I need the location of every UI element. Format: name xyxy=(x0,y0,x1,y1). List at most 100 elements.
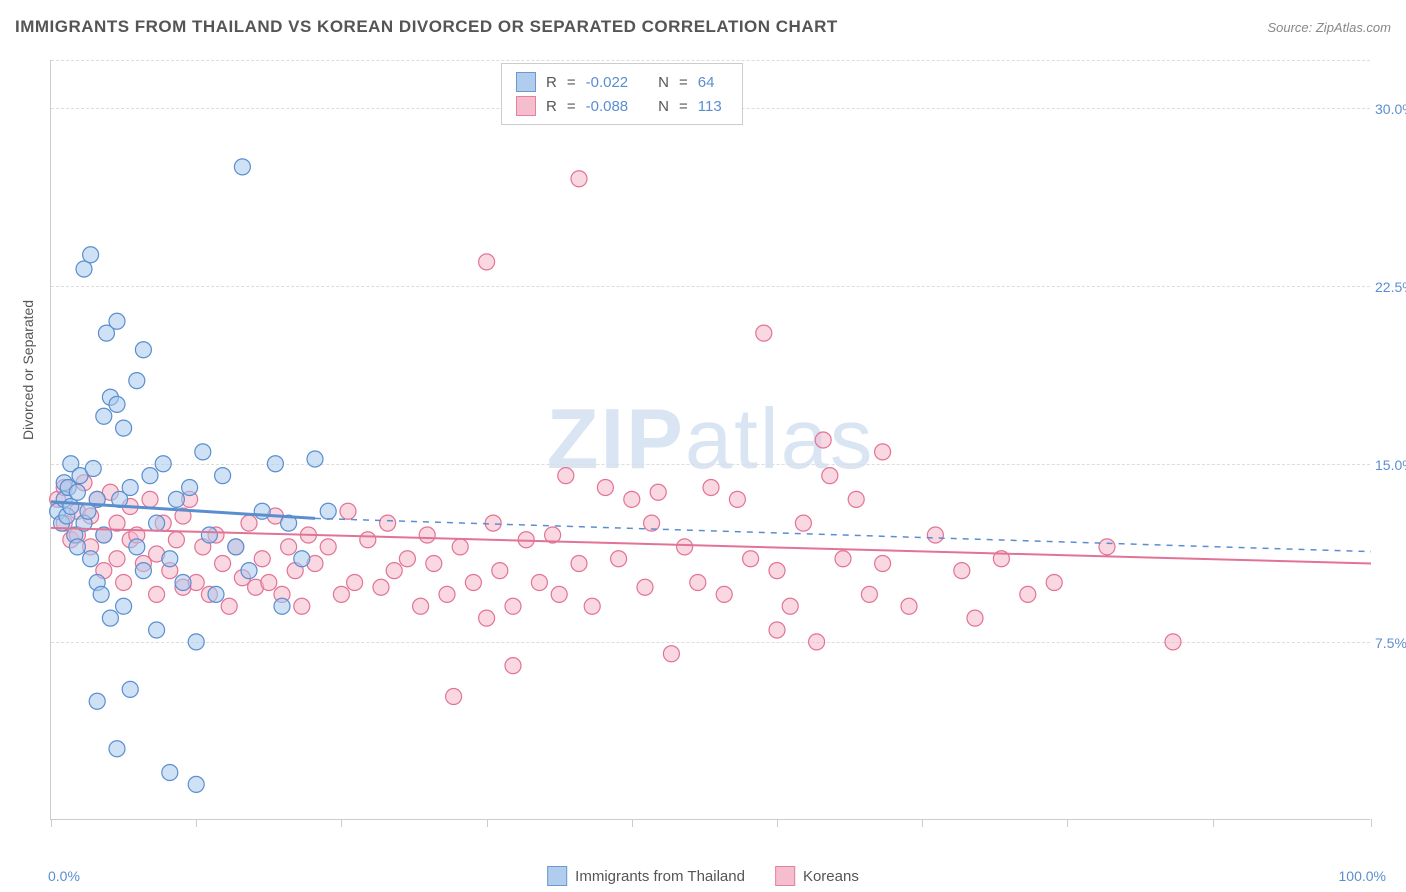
data-point xyxy=(281,539,297,555)
data-point xyxy=(175,575,191,591)
data-point xyxy=(452,539,468,555)
data-point xyxy=(274,598,290,614)
data-point xyxy=(340,503,356,519)
data-point xyxy=(743,551,759,567)
data-point xyxy=(129,539,145,555)
legend-n-label: N xyxy=(658,74,669,91)
data-point xyxy=(83,551,99,567)
data-point xyxy=(465,575,481,591)
legend-n-val-th: 64 xyxy=(698,74,728,91)
data-point xyxy=(149,515,165,531)
data-point xyxy=(558,468,574,484)
data-point xyxy=(677,539,693,555)
data-point xyxy=(505,598,521,614)
y-tick-label: 15.0% xyxy=(1375,457,1406,473)
data-point xyxy=(756,325,772,341)
x-axis-min-label: 0.0% xyxy=(48,868,80,884)
bottom-legend: Immigrants from Thailand Koreans xyxy=(547,866,859,886)
data-point xyxy=(69,539,85,555)
chart-title: IMMIGRANTS FROM THAILAND VS KOREAN DIVOR… xyxy=(15,17,838,37)
y-tick-label: 30.0% xyxy=(1375,101,1406,117)
data-point xyxy=(333,586,349,602)
data-point xyxy=(1165,634,1181,650)
data-point xyxy=(531,575,547,591)
data-point xyxy=(690,575,706,591)
data-point xyxy=(215,468,231,484)
data-point xyxy=(102,610,118,626)
data-point xyxy=(182,480,198,496)
data-point xyxy=(769,622,785,638)
data-point xyxy=(149,622,165,638)
data-point xyxy=(162,765,178,781)
data-point xyxy=(63,499,79,515)
data-point xyxy=(85,461,101,477)
y-tick-label: 7.5% xyxy=(1375,635,1406,651)
bottom-legend-thailand: Immigrants from Thailand xyxy=(547,866,745,886)
data-point xyxy=(439,586,455,602)
data-point xyxy=(663,646,679,662)
legend-r-label: R xyxy=(546,74,557,91)
data-point xyxy=(551,586,567,602)
data-point xyxy=(446,689,462,705)
data-point xyxy=(624,491,640,507)
data-point xyxy=(142,491,158,507)
data-point xyxy=(901,598,917,614)
data-point xyxy=(201,527,217,543)
data-point xyxy=(479,254,495,270)
swatch-thailand xyxy=(516,72,536,92)
source-value: ZipAtlas.com xyxy=(1316,20,1391,35)
legend-n-val-ko: 113 xyxy=(698,98,728,115)
data-point xyxy=(234,159,250,175)
data-point xyxy=(584,598,600,614)
data-point xyxy=(386,563,402,579)
bottom-legend-ko-label: Koreans xyxy=(803,868,859,885)
data-point xyxy=(109,396,125,412)
legend-row-thailand: R = -0.022 N = 64 xyxy=(516,70,728,94)
data-point xyxy=(109,551,125,567)
data-point xyxy=(479,610,495,626)
data-point xyxy=(142,468,158,484)
swatch-koreans xyxy=(516,96,536,116)
data-point xyxy=(228,539,244,555)
data-point xyxy=(875,444,891,460)
data-point xyxy=(571,556,587,572)
data-point xyxy=(954,563,970,579)
legend-eq4: = xyxy=(679,98,688,115)
title-bar: IMMIGRANTS FROM THAILAND VS KOREAN DIVOR… xyxy=(15,12,1391,42)
data-point xyxy=(135,563,151,579)
source-text: Source: ZipAtlas.com xyxy=(1267,20,1391,35)
data-point xyxy=(1099,539,1115,555)
bottom-legend-koreans: Koreans xyxy=(775,866,859,886)
data-point xyxy=(611,551,627,567)
legend-eq2: = xyxy=(679,74,688,91)
legend-r-val-th: -0.022 xyxy=(586,74,629,91)
source-label: Source: xyxy=(1267,20,1315,35)
data-point xyxy=(122,681,138,697)
data-point xyxy=(571,171,587,187)
data-point xyxy=(809,634,825,650)
legend-r-val-ko: -0.088 xyxy=(586,98,629,115)
data-point xyxy=(413,598,429,614)
data-point xyxy=(83,247,99,263)
data-point xyxy=(129,373,145,389)
data-point xyxy=(492,563,508,579)
data-point xyxy=(215,556,231,572)
data-point xyxy=(822,468,838,484)
data-point xyxy=(815,432,831,448)
data-point xyxy=(419,527,435,543)
legend-row-koreans: R = -0.088 N = 113 xyxy=(516,94,728,118)
data-point xyxy=(188,634,204,650)
plot-area: ZIPatlas 7.5%15.0%22.5%30.0% R = -0.022 … xyxy=(50,60,1370,820)
data-point xyxy=(927,527,943,543)
data-point xyxy=(76,261,92,277)
data-point xyxy=(716,586,732,602)
data-point xyxy=(373,579,389,595)
data-point xyxy=(254,551,270,567)
data-point xyxy=(241,563,257,579)
data-point xyxy=(307,451,323,467)
legend-box-top: R = -0.022 N = 64 R = -0.088 N = 113 xyxy=(501,63,743,125)
legend-r-label2: R xyxy=(546,98,557,115)
data-point xyxy=(155,456,171,472)
data-point xyxy=(69,484,85,500)
data-point xyxy=(782,598,798,614)
